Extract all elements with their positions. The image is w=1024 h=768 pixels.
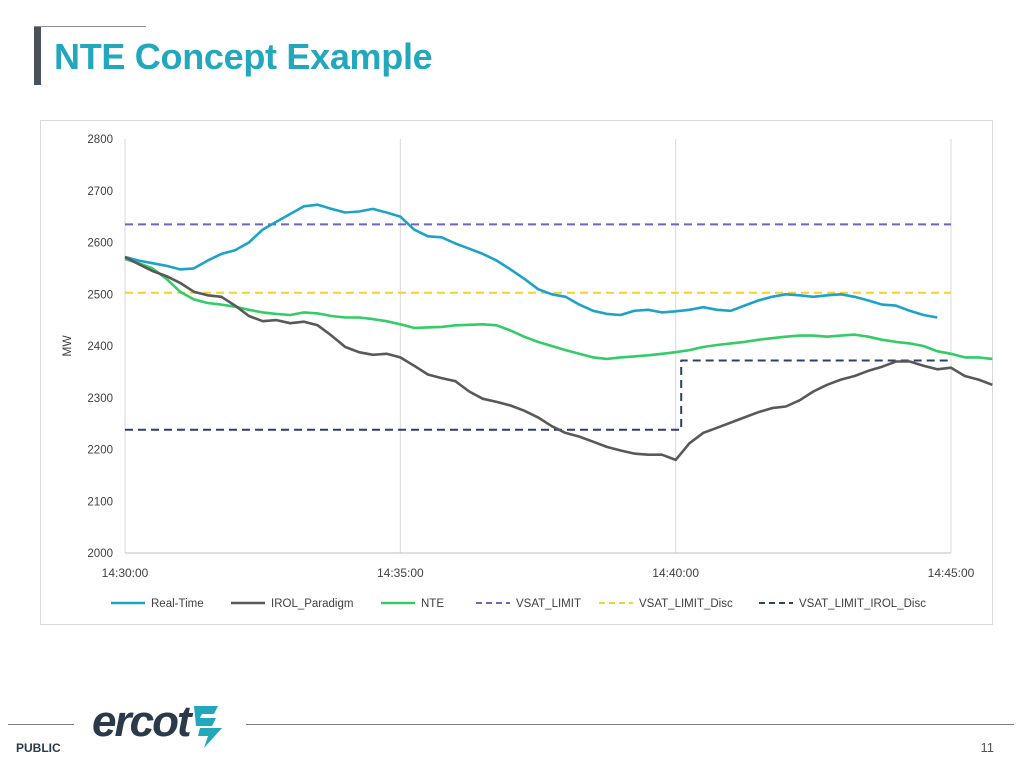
grid-layer bbox=[399, 139, 952, 553]
ercot-logo: ercot bbox=[92, 698, 232, 752]
y-tick-label: 2800 bbox=[87, 134, 113, 146]
axis-layer: 14:30:00 14:35:00 14:40:00 14:45:00 2000 2100… bbox=[60, 134, 975, 580]
lightning-bolt-icon bbox=[194, 706, 222, 748]
x-tick-label: 14:30:00 bbox=[102, 566, 149, 580]
y-tick-label: 2500 bbox=[87, 289, 113, 301]
y-axis-label: MW bbox=[60, 335, 74, 357]
nte-line-chart: 14:30:00 14:35:00 14:40:00 14:45:00 2000 2100… bbox=[60, 134, 993, 610]
series-layer bbox=[124, 203, 993, 462]
footer-divider-left bbox=[8, 724, 74, 725]
series-line-vsat-limit-irol-disc bbox=[125, 359, 951, 431]
y-tick-label: 2100 bbox=[87, 496, 113, 508]
page-number: 11 bbox=[980, 740, 995, 755]
legend-label: VSAT_LIMIT bbox=[516, 598, 581, 610]
legend-label: IROL_Paradigm bbox=[271, 598, 353, 610]
series-line-irol-paradigm bbox=[124, 255, 993, 462]
legend: Real-Time IROL_Paradigm NTE VSAT_LIMIT VSAT_… bbox=[111, 598, 926, 610]
y-tick-label: 2300 bbox=[87, 393, 113, 405]
x-tick-label: 14:45:00 bbox=[928, 566, 975, 580]
x-tick-label: 14:35:00 bbox=[377, 566, 424, 580]
legend-label: VSAT_LIMIT_Disc bbox=[639, 598, 733, 610]
y-tick-label: 2200 bbox=[87, 445, 113, 457]
series-line-real-time bbox=[124, 203, 938, 319]
title-accent-bar bbox=[34, 27, 41, 85]
x-tick-label: 14:40:00 bbox=[652, 566, 699, 580]
series-line-nte bbox=[124, 257, 993, 361]
y-tick-label: 2400 bbox=[87, 341, 113, 353]
y-tick-label: 2600 bbox=[87, 238, 113, 250]
chart-frame: 14:30:00 14:35:00 14:40:00 14:45:00 2000 2100… bbox=[40, 120, 993, 625]
public-label: PUBLIC bbox=[16, 741, 61, 755]
logo-text: ercot bbox=[92, 697, 192, 746]
footer-divider-right bbox=[246, 724, 1014, 725]
y-tick-label: 2700 bbox=[87, 186, 113, 198]
slide-title: NTE Concept Example bbox=[54, 36, 433, 77]
y-tick-label: 2000 bbox=[87, 548, 113, 560]
legend-label: NTE bbox=[421, 598, 444, 610]
legend-label: Real-Time bbox=[151, 598, 204, 610]
title-accent-line bbox=[34, 26, 146, 27]
legend-label: VSAT_LIMIT_IROL_Disc bbox=[799, 598, 926, 610]
